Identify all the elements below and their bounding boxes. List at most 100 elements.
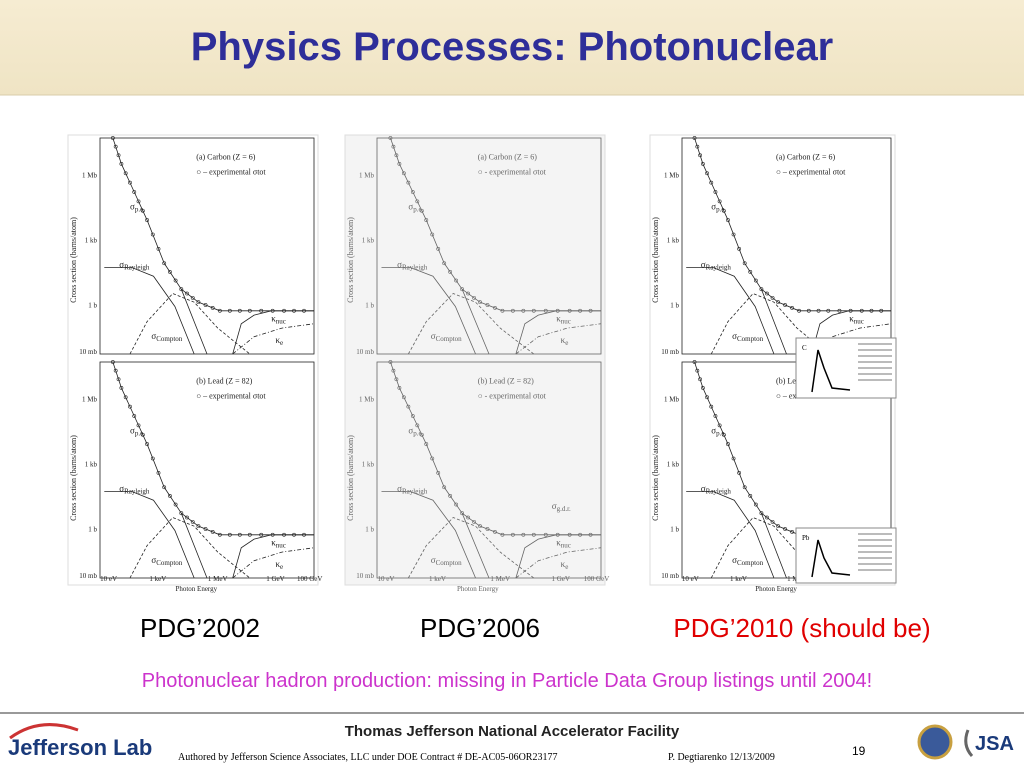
- data-point: [150, 456, 155, 461]
- electron-curve: [232, 547, 315, 579]
- data-point: [424, 442, 429, 446]
- data-point: [510, 308, 515, 313]
- curve-subscript: Rayleigh: [402, 488, 428, 496]
- data-point: [485, 303, 490, 307]
- data-point: [210, 530, 215, 534]
- curve-subscript: Rayleigh: [706, 488, 732, 496]
- data-point: [259, 308, 264, 313]
- compton-curve: [408, 293, 535, 355]
- y-tick-label: 1 Mb: [359, 172, 374, 180]
- data-point: [797, 308, 801, 313]
- curve-subscript: Rayleigh: [124, 264, 150, 272]
- curve-symbol: κ: [271, 538, 276, 548]
- curve-label: κnuc: [556, 314, 571, 326]
- data-point: [567, 532, 572, 537]
- data-point: [391, 368, 396, 373]
- data-point: [869, 308, 874, 313]
- facility: Thomas Jefferson National Accelerator Fa…: [345, 723, 680, 740]
- rayleigh-curve: [686, 491, 775, 579]
- photoelectric-curve: [180, 513, 208, 579]
- data-point: [442, 485, 447, 490]
- data-point: [110, 360, 115, 364]
- curve-symbol: σ: [397, 484, 402, 494]
- curve-symbol: κ: [849, 314, 854, 324]
- data-point: [190, 519, 195, 524]
- caption: PDG’2002: [140, 613, 260, 643]
- inset-label: C: [802, 344, 807, 352]
- curve-symbol: κ: [271, 314, 276, 324]
- data-point: [217, 308, 222, 313]
- data-point: [123, 395, 128, 400]
- curve-label: κe: [275, 335, 283, 347]
- data-point: [826, 308, 831, 313]
- curve-subscript: nuc: [276, 318, 286, 326]
- curve-symbol: σ: [732, 331, 737, 341]
- data-point: [726, 218, 730, 222]
- data-point: [776, 300, 781, 305]
- curve-label: κnuc: [556, 538, 571, 550]
- x-tick-label: 100 GeV: [297, 575, 322, 583]
- curve-symbol: κ: [275, 559, 280, 569]
- data-point: [237, 308, 242, 313]
- y-axis-label: Cross section (barns/atom): [651, 435, 660, 521]
- data-point: [753, 502, 758, 507]
- data-point: [816, 308, 821, 313]
- x-tick-label: 1 keV: [149, 575, 166, 583]
- data-point: [394, 377, 399, 382]
- curve-label: σCompton: [732, 555, 763, 567]
- panel-legend: ○ – experimental σtot: [196, 168, 266, 177]
- data-point: [185, 291, 189, 296]
- electron-curve: [232, 323, 315, 355]
- data-point: [713, 414, 718, 418]
- data-point: [132, 414, 137, 418]
- data-point: [472, 519, 476, 524]
- data-point: [302, 308, 306, 313]
- curve-symbol: κ: [561, 559, 566, 569]
- data-point: [259, 532, 264, 537]
- curve-label: σp.e.: [408, 425, 423, 437]
- curve-subscript: Compton: [156, 335, 183, 343]
- data-point: [466, 291, 470, 296]
- curve-label: σp.e.: [408, 201, 423, 213]
- panel-legend: ○ – ex: [776, 392, 796, 401]
- curve-label: σCompton: [431, 555, 462, 567]
- data-point: [567, 308, 572, 313]
- y-tick-label: 10 mb: [356, 572, 374, 580]
- curve-label: σp.e.: [130, 201, 145, 213]
- curve-symbol: σ: [397, 260, 402, 270]
- curve-label: κe: [275, 559, 283, 571]
- curve-subscript: Compton: [436, 559, 463, 567]
- data-point: [145, 218, 149, 222]
- data-point: [156, 246, 161, 251]
- curve-subscript: nuc: [854, 318, 864, 326]
- panel-title: (a) Carbon (Z = 6): [776, 153, 835, 162]
- inset-curve: [811, 349, 851, 393]
- data-point: [415, 199, 420, 204]
- data-point: [555, 308, 560, 313]
- data-point: [419, 208, 424, 213]
- data-point: [701, 162, 705, 166]
- data-point: [460, 511, 465, 516]
- data-point: [203, 527, 208, 531]
- y-axis-label: Cross section (barns/atom): [346, 435, 355, 521]
- figure: Cross section (barns/atom) Cross section …: [344, 134, 609, 593]
- photoelectric-curve: [461, 289, 490, 355]
- data-point: [783, 303, 788, 307]
- y-axis-label: Cross section (barns/atom): [346, 217, 355, 303]
- rayleigh-curve: [381, 267, 476, 355]
- x-tick-label: 1 GeV: [551, 575, 569, 583]
- curve-symbol: κ: [275, 335, 280, 345]
- data-point: [531, 308, 536, 313]
- data-point: [748, 270, 753, 274]
- y-tick-label: 10 mb: [661, 348, 679, 356]
- data-point: [776, 524, 781, 529]
- data-point: [695, 144, 700, 149]
- curve-subscript: p.e.: [135, 429, 145, 437]
- data-point: [217, 532, 222, 537]
- data-point: [510, 532, 515, 537]
- caption: PDG’2010 (should be): [673, 613, 930, 643]
- data-point: [478, 300, 482, 305]
- data-point: [292, 532, 296, 537]
- y-tick-label: 1 b: [670, 301, 679, 309]
- y-tick-label: 1 b: [365, 301, 374, 309]
